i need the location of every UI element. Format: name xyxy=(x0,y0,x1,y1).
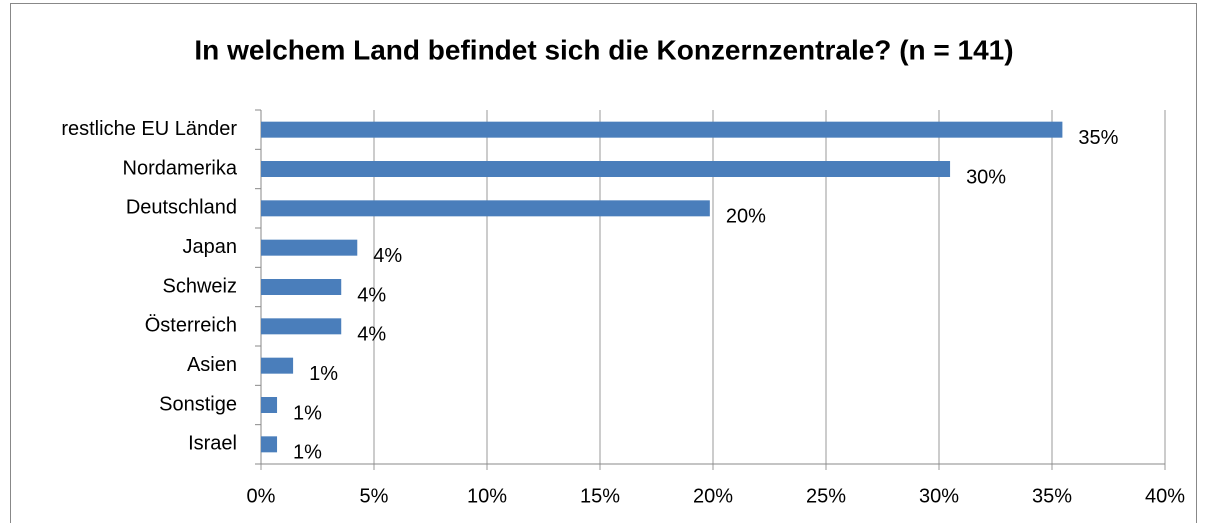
x-tick-label: 5% xyxy=(360,485,389,507)
value-label: 4% xyxy=(373,245,402,267)
x-tick-label: 10% xyxy=(467,485,507,507)
bar xyxy=(261,121,1063,138)
y-tick-label: Israel xyxy=(188,433,237,455)
chart-frame xyxy=(10,3,1197,523)
x-tick-label: 25% xyxy=(806,485,846,507)
bar xyxy=(261,318,342,335)
y-tick-label: Deutschland xyxy=(126,197,237,219)
y-tick-label: Schweiz xyxy=(163,275,237,297)
value-label: 1% xyxy=(293,442,322,464)
bar xyxy=(261,279,342,295)
bar xyxy=(261,436,278,453)
value-label: 4% xyxy=(357,324,386,346)
x-tick-label: 35% xyxy=(1032,485,1072,507)
x-tick-label: 40% xyxy=(1145,485,1185,507)
x-tick-label: 30% xyxy=(919,485,959,507)
chart-title: In welchem Land befindet sich die Konzer… xyxy=(194,34,1013,65)
y-tick-label: Österreich xyxy=(145,315,237,337)
value-label: 30% xyxy=(966,166,1006,188)
bar xyxy=(261,397,278,413)
y-tick-label: restliche EU Länder xyxy=(61,118,237,140)
y-tick-label: Asien xyxy=(187,354,237,376)
x-tick-label: 0% xyxy=(247,485,276,507)
bar xyxy=(261,239,358,256)
bar xyxy=(261,161,951,177)
value-label: 1% xyxy=(309,363,338,385)
x-tick-label: 20% xyxy=(693,485,733,507)
y-tick-label: Nordamerika xyxy=(123,157,238,179)
bar xyxy=(261,200,710,217)
value-label: 35% xyxy=(1078,127,1118,149)
y-tick-label: Japan xyxy=(183,236,238,258)
value-label: 4% xyxy=(357,284,386,306)
y-tick-label: Sonstige xyxy=(159,393,237,415)
value-label: 20% xyxy=(726,206,766,228)
bar xyxy=(261,357,294,374)
x-tick-label: 15% xyxy=(580,485,620,507)
value-label: 1% xyxy=(293,402,322,424)
